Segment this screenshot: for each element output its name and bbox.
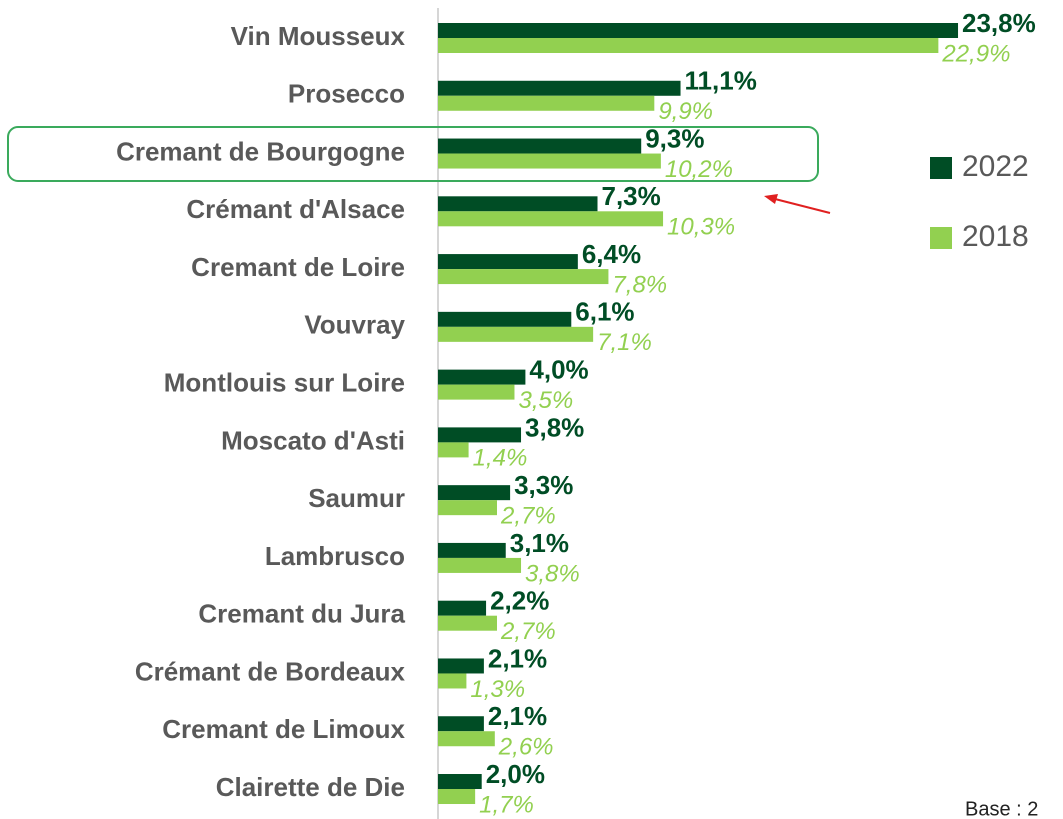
bar [438,254,578,270]
value-label: 1,4% [473,445,528,472]
legend-swatch [930,157,952,179]
value-label: 6,4% [582,239,641,269]
bar [438,427,522,443]
bar [438,673,467,689]
bar [438,500,497,516]
value-label: 2,2% [490,586,549,616]
footnote: Base : 2 [965,798,1038,819]
bar [438,23,959,38]
bar [438,774,482,790]
bar [438,369,526,385]
legend-swatch [930,227,952,249]
category-label: Cremant du Jura [198,599,405,629]
value-label: 22,9% [941,40,1010,67]
bar [438,38,939,53]
bar [438,731,495,747]
value-label: 7,8% [612,271,667,298]
bar [438,326,594,342]
highlight-box [7,126,819,182]
value-label: 4,0% [529,354,588,384]
bar [438,80,681,96]
value-label: 2,1% [488,643,547,673]
category-label: Cremant de Limoux [162,714,405,744]
bar [438,442,469,458]
bar [438,485,511,501]
category-label: Moscato d'Asti [221,425,405,455]
category-label: Vouvray [304,310,405,340]
legend-label: 2022 [962,150,1029,183]
value-label: 7,3% [602,181,661,211]
bar [438,138,642,154]
category-label: Crémant de Bordeaux [135,656,406,686]
value-label: 2,7% [500,503,556,530]
bar [438,196,598,212]
legend-label: 2018 [962,220,1029,253]
bar [438,658,484,674]
value-label: 9,3% [645,123,704,153]
category-label: Crémant d'Alsace [186,194,405,224]
value-label: 23,8% [962,8,1036,38]
value-label: 6,1% [575,297,634,327]
value-label: 3,3% [514,470,573,500]
category-label: Prosecco [288,79,405,109]
value-label: 11,1% [685,66,757,96]
value-label: 1,7% [479,791,534,818]
value-label: 9,9% [658,98,713,125]
value-label: 1,3% [470,676,525,703]
value-label: 2,1% [488,701,547,731]
bar [438,557,522,573]
value-label: 10,2% [665,156,733,183]
category-label: Cremant de Bourgogne [116,136,405,166]
bar [438,716,484,732]
category-label: Vin Mousseux [231,21,406,51]
arrow [764,194,831,214]
category-label: Clairette de Die [216,772,405,802]
value-label: 3,5% [518,387,573,414]
value-label: 2,6% [498,734,554,761]
bar [438,615,497,631]
bar [438,311,572,327]
value-label: 2,7% [500,618,556,645]
value-label: 3,1% [510,528,569,558]
value-label: 3,8% [525,412,584,442]
bar [438,95,655,111]
value-label: 2,0% [486,759,545,789]
value-label: 10,3% [667,214,735,241]
bar [438,269,609,285]
bar [438,789,476,805]
category-label: Saumur [308,483,405,513]
value-label: 3,8% [525,560,580,587]
bar [438,211,664,227]
category-label: Montlouis sur Loire [164,367,405,397]
bar [438,600,487,616]
category-label: Cremant de Loire [191,252,405,282]
category-label: Lambrusco [265,541,405,571]
bar [438,384,515,400]
value-label: 7,1% [597,329,652,356]
bar [438,153,661,169]
bar [438,542,506,558]
